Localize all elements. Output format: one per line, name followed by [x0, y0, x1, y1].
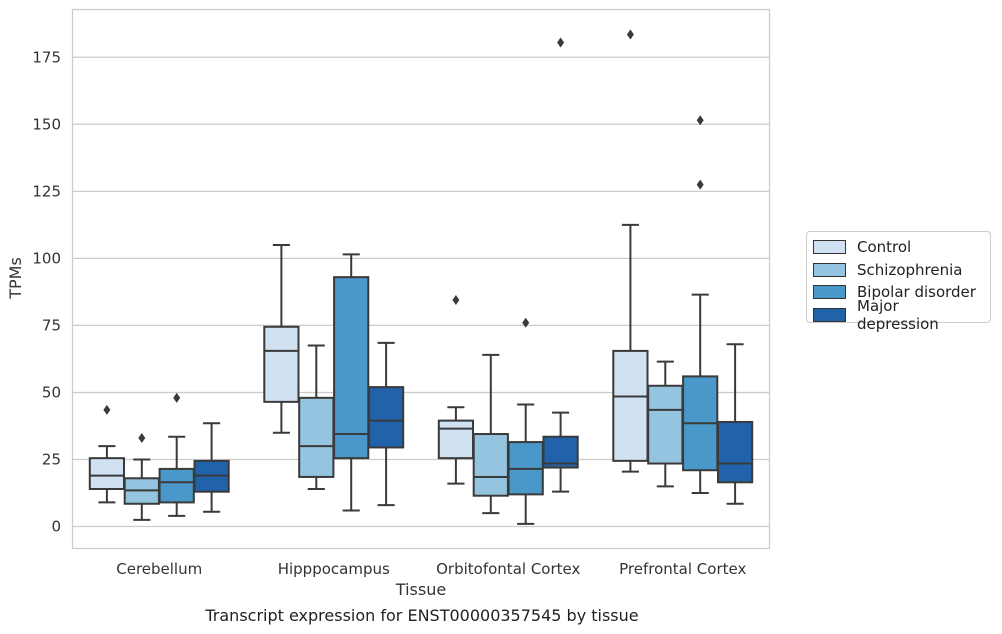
box [367, 386, 405, 449]
y-tick-labels: 0 25 50 75 100 125 150 175 [32, 48, 61, 535]
box [437, 419, 475, 460]
legend-swatch [813, 307, 846, 322]
outlier-marker [626, 29, 634, 40]
x-tick-label: Orbitofontal Cortex [436, 560, 580, 578]
legend-swatch [813, 240, 846, 255]
outlier-marker [138, 433, 146, 444]
y-axis-label: TPMs [6, 257, 25, 300]
x-tick-label: Hipppocampus [278, 560, 390, 578]
outlier-marker [452, 294, 460, 305]
x-tick-label: Cerebellum [116, 560, 202, 578]
plot-frame [71, 8, 771, 550]
box [88, 457, 126, 491]
box [298, 396, 335, 478]
y-tick-label: 125 [32, 182, 61, 200]
outlier-marker [696, 115, 704, 126]
chart-caption: Transcript expression for ENST0000035754… [205, 606, 639, 625]
legend: Control Schizophrenia Bipolar disorder Majo… [806, 231, 991, 333]
legend-label: Major depression [857, 296, 939, 333]
legend-item: Major depression [813, 297, 982, 333]
box [612, 349, 649, 462]
legend-swatch [813, 262, 846, 277]
box-plot-marks [88, 29, 754, 525]
y-tick-label: 100 [32, 249, 61, 267]
x-tick-label: Prefrontal Cortex [619, 560, 746, 578]
grid-lines [72, 56, 770, 528]
outlier-marker [173, 392, 181, 403]
outlier-marker [103, 404, 111, 415]
y-tick-label: 25 [42, 451, 61, 469]
y-tick-label: 175 [32, 48, 61, 66]
legend-item: Schizophrenia [813, 259, 982, 282]
box [333, 276, 370, 460]
y-tick-label: 0 [51, 518, 61, 536]
box [542, 435, 579, 469]
legend-item: Control [813, 236, 982, 259]
box [472, 433, 509, 497]
outlier-marker [522, 317, 530, 328]
outlier-marker [696, 179, 704, 190]
x-axis-label: Tissue [395, 580, 446, 599]
legend-item: Bipolar disorder [813, 281, 982, 304]
box [158, 467, 195, 504]
legend-label: Schizophrenia [857, 260, 963, 279]
box [647, 384, 684, 465]
legend-label: Control [857, 238, 912, 257]
box [263, 325, 300, 403]
box [716, 420, 754, 484]
x-tick-labels: Cerebellum Hipppocampus Orbitofontal Corte… [116, 560, 746, 578]
legend-label: Bipolar disorder [857, 283, 976, 302]
outlier-marker [557, 37, 565, 48]
y-tick-label: 50 [42, 383, 61, 401]
legend-swatch [813, 285, 846, 300]
y-tick-label: 75 [42, 316, 61, 334]
y-tick-label: 150 [32, 115, 61, 133]
